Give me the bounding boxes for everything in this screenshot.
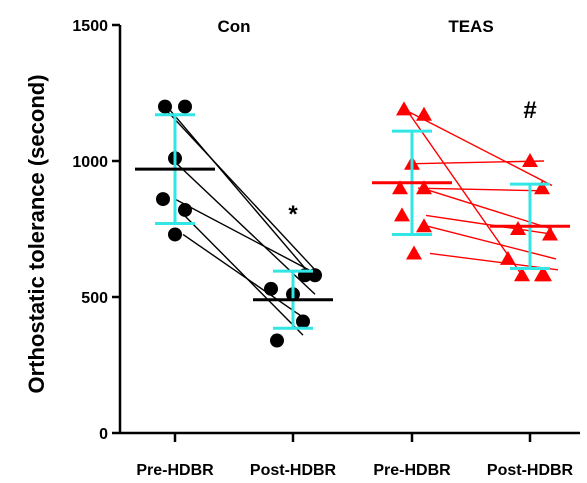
data-point <box>406 245 422 260</box>
x-category-label: Post-HDBR <box>487 462 574 479</box>
data-point <box>536 267 552 282</box>
pair-line-teas <box>421 187 553 230</box>
significance-annotation: * <box>288 201 298 228</box>
axes: 0 500 1000 1500 Pre-HDBR Post-HDBR Pre-HDBR Pos… <box>72 18 580 479</box>
data-point <box>510 221 526 235</box>
significance-annotation: # <box>523 97 536 124</box>
data-point <box>542 226 558 241</box>
data-point <box>168 227 182 242</box>
y-axis-label: Orthostatic tolerance (second) <box>24 74 49 393</box>
data-point <box>416 106 432 121</box>
pair-line-con <box>182 233 310 323</box>
data-point <box>534 180 550 195</box>
chart-labels: Orthostatic tolerance (second) Con * TEAS # <box>24 17 537 394</box>
pair-line-teas <box>417 187 549 192</box>
y-tick-label: 0 <box>99 426 108 443</box>
x-category-label: Pre-HDBR <box>136 462 214 479</box>
y-tick-label: 1000 <box>72 154 108 171</box>
data-point <box>392 180 408 195</box>
pair-line-con <box>178 209 304 336</box>
data-point <box>156 192 170 207</box>
data-point <box>264 281 278 296</box>
pair-line-teas <box>409 114 523 276</box>
pair-line-teas <box>413 160 545 165</box>
data-point <box>514 267 530 282</box>
data-point <box>522 153 538 167</box>
pair-line-con <box>162 106 316 271</box>
data-point <box>270 333 284 348</box>
data-point <box>500 250 516 265</box>
data-point <box>396 101 412 116</box>
pair-line-teas <box>403 108 553 187</box>
data-points <box>156 99 558 348</box>
data-point <box>416 180 432 195</box>
data-point <box>178 99 192 114</box>
x-category-label: Post-HDBR <box>250 462 337 479</box>
group-title-con: Con <box>217 17 250 36</box>
pair-line-teas <box>427 225 557 260</box>
x-category-label: Pre-HDBR <box>373 462 451 479</box>
data-point <box>416 218 432 233</box>
pair-line-con <box>166 106 312 276</box>
group-title-teas: TEAS <box>448 17 493 36</box>
data-point <box>158 99 172 114</box>
y-tick-label: 1500 <box>72 18 108 35</box>
data-point <box>296 314 310 329</box>
data-point <box>178 202 192 217</box>
pair-line-con <box>174 198 320 276</box>
y-tick-label: 500 <box>81 290 108 307</box>
mean-sd-bars <box>135 113 570 330</box>
data-point <box>394 207 410 222</box>
paired-lines <box>162 106 559 336</box>
